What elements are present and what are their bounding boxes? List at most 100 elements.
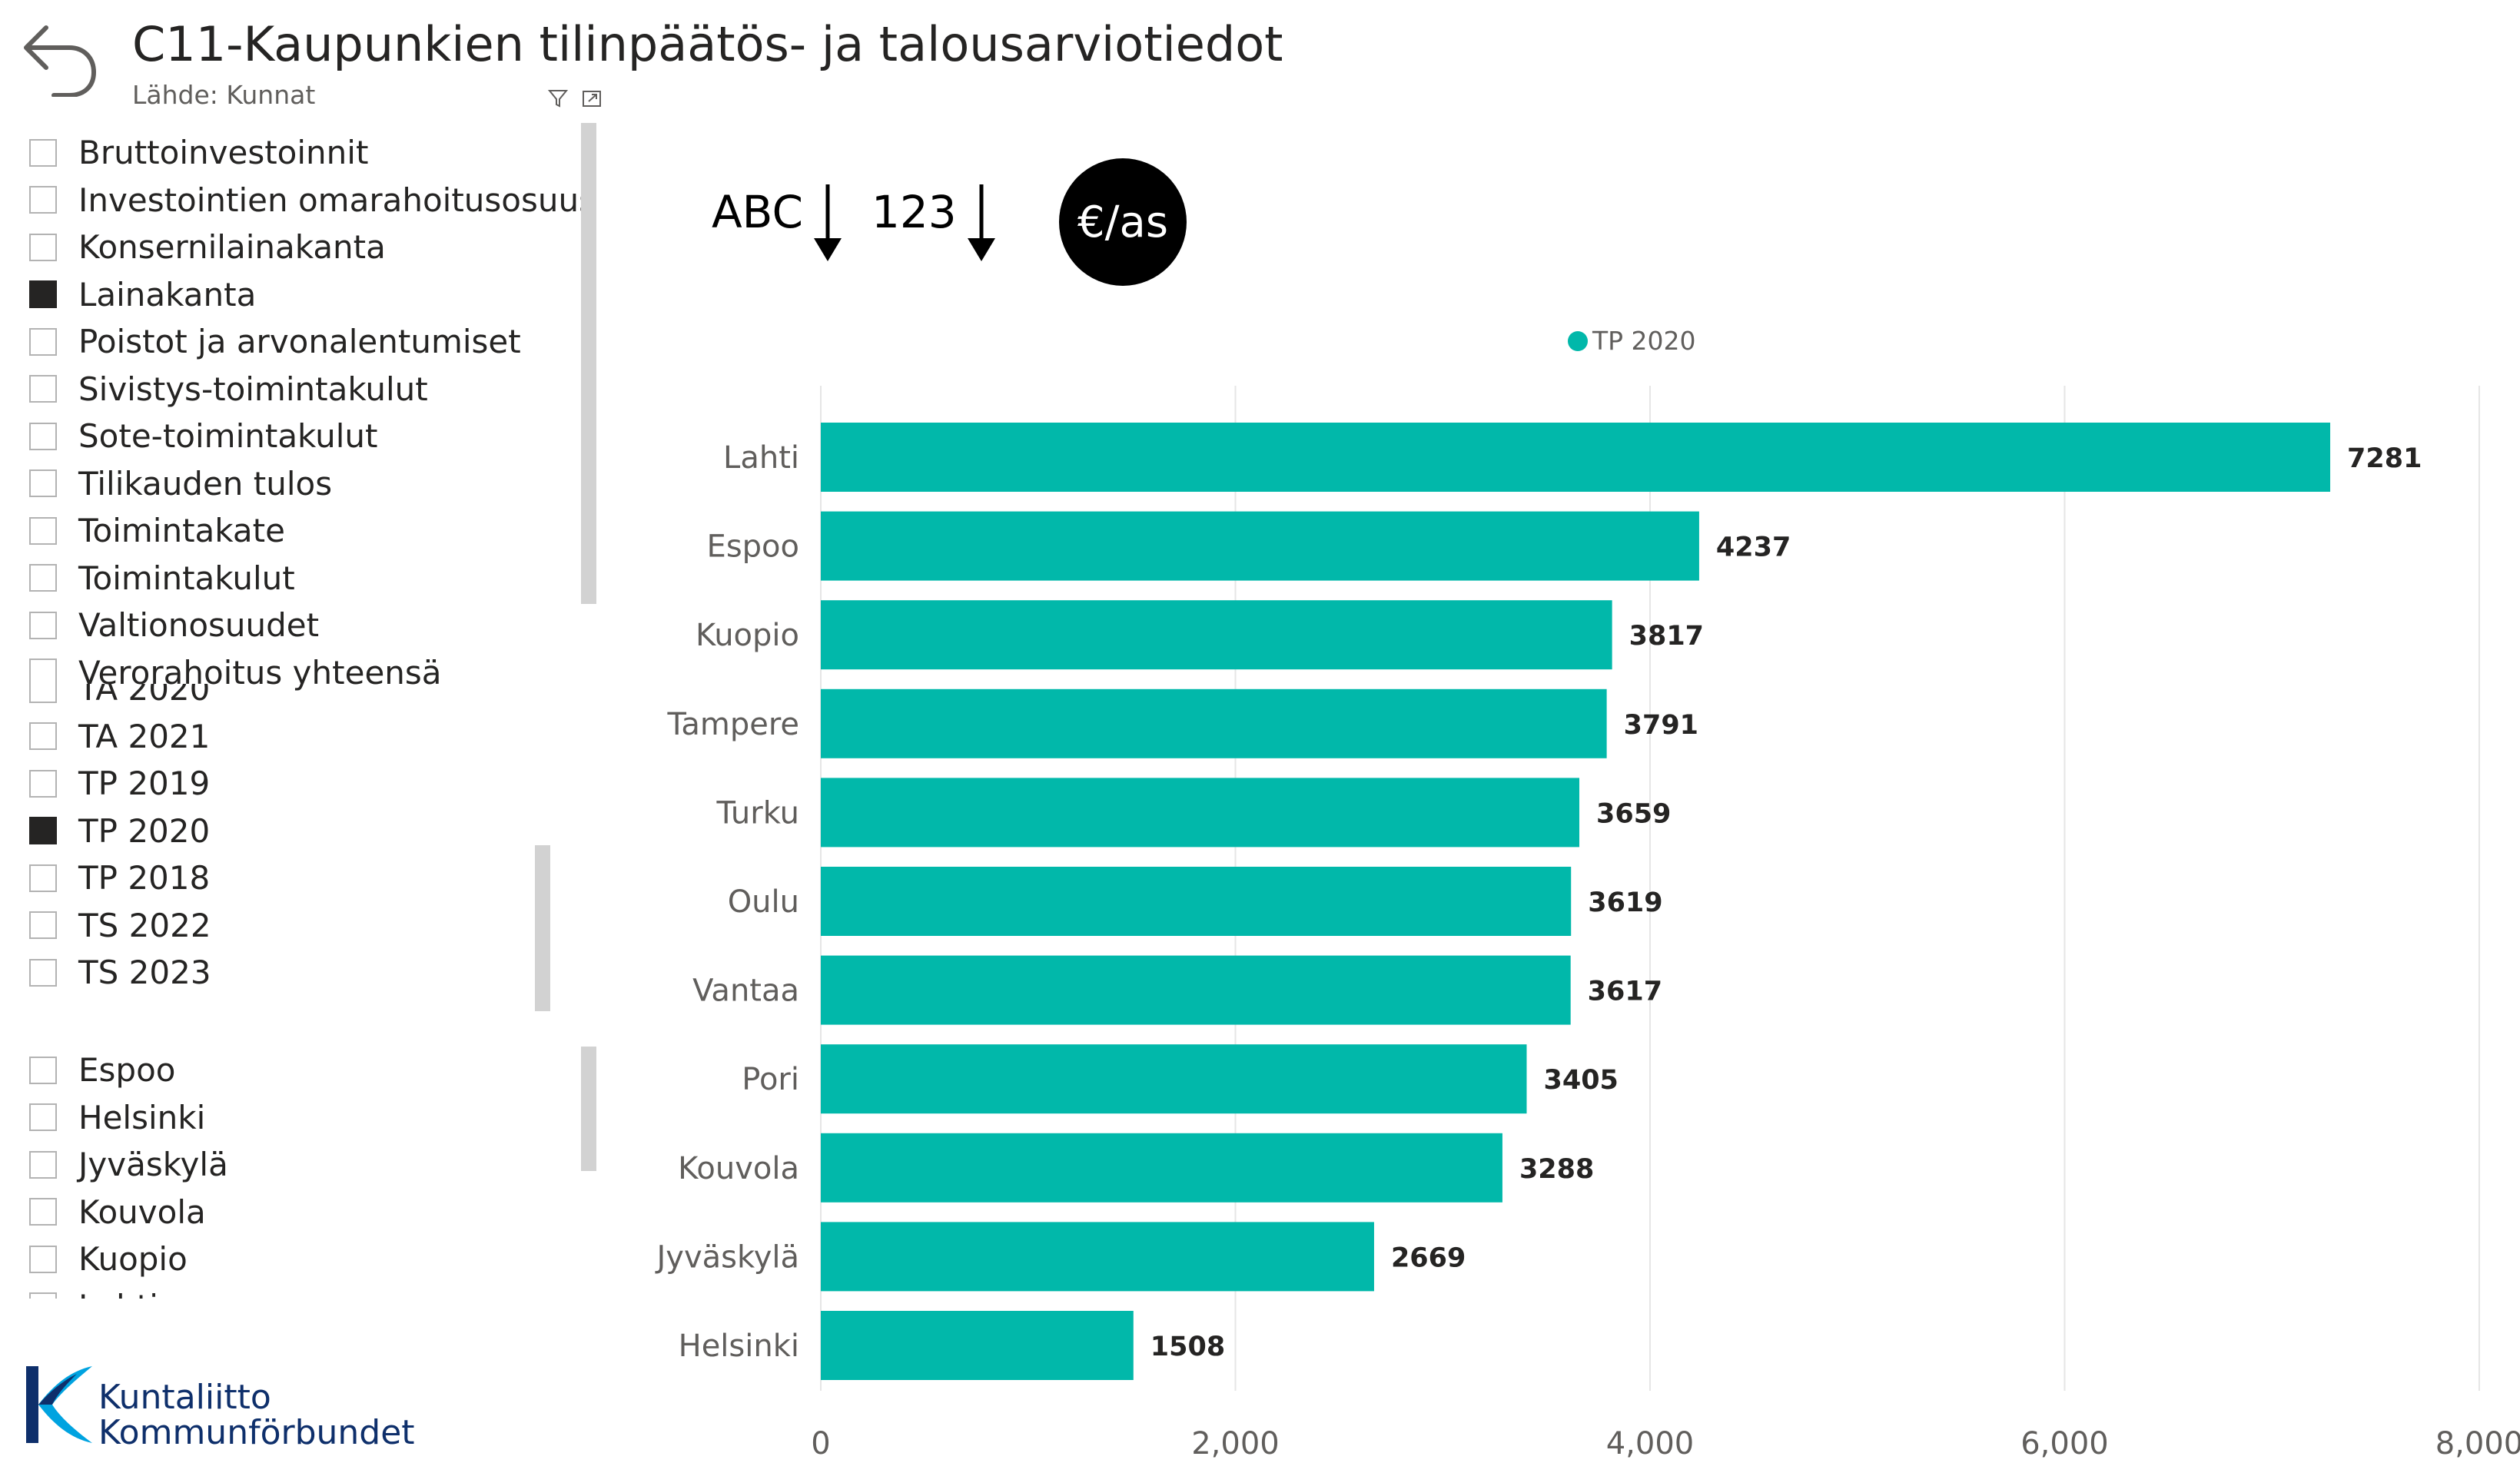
filter-icon[interactable]	[547, 88, 569, 109]
checkbox[interactable]	[29, 659, 57, 687]
measures-item[interactable]: Valtionosuudet	[29, 602, 583, 649]
x-tick-label: 0	[811, 1426, 830, 1461]
years-item[interactable]: TA 2021	[29, 713, 583, 761]
checkbox[interactable]	[29, 864, 57, 892]
cities-item[interactable]: Kuopio	[29, 1236, 583, 1283]
category-label: Vantaa	[692, 974, 799, 1009]
years-item[interactable]: TS 2023	[29, 949, 583, 997]
cities-item-label: Jyväskylä	[78, 1146, 228, 1184]
bar[interactable]	[821, 867, 1572, 936]
measures-item[interactable]: Toimintakate	[29, 507, 583, 555]
cities-item[interactable]: Espoo	[29, 1047, 583, 1094]
logo-text-line2: Kommunförbundet	[98, 1413, 415, 1452]
checkbox[interactable]	[29, 911, 57, 940]
measure-slicer: Bruttoinvestoinnit Investointien omarahoi…	[29, 129, 583, 698]
checkbox[interactable]	[29, 1056, 57, 1084]
bar[interactable]	[821, 688, 1607, 758]
category-label: Kouvola	[678, 1151, 799, 1186]
checkbox[interactable]	[29, 958, 57, 987]
cities-item[interactable]: Kouvola	[29, 1189, 583, 1236]
data-label: 3617	[1588, 977, 1662, 1007]
years-item[interactable]: TP 2020	[29, 808, 583, 855]
years-item[interactable]: TP 2018	[29, 854, 583, 902]
city-slicer-scrollbar[interactable]	[581, 1047, 596, 1171]
x-tick-label: 4,000	[1606, 1426, 1695, 1461]
data-label: 3619	[1588, 887, 1662, 918]
page-title: C11-Kaupunkien tilinpäätös- ja talousarv…	[132, 16, 1283, 72]
category-label: Helsinki	[679, 1329, 799, 1364]
checkbox[interactable]	[29, 1150, 57, 1179]
checkbox[interactable]	[29, 138, 57, 167]
bar[interactable]	[821, 778, 1580, 848]
unit-per-capita-button[interactable]: €/as	[1059, 158, 1187, 286]
bar[interactable]	[821, 955, 1571, 1025]
focus-mode-icon[interactable]	[581, 88, 603, 109]
data-label: 3288	[1519, 1154, 1594, 1185]
checkbox[interactable]	[29, 469, 57, 498]
city-slicer: Espoo Helsinki Jyväskylä Kouvola Kuopio Lahti	[29, 1047, 583, 1299]
year-slicer: TA 2020 TA 2021 TP 2019 TP 2020 TP 2018 TS 20…	[29, 684, 583, 1007]
measures-item[interactable]: Sote-toimintakulut	[29, 413, 583, 460]
measures-item-label: Sote-toimintakulut	[78, 417, 378, 456]
measures-item-label: Konsernilainakanta	[78, 228, 386, 267]
cities-item[interactable]: Jyväskylä	[29, 1141, 583, 1189]
category-label: Oulu	[728, 884, 799, 920]
checkbox[interactable]	[29, 422, 57, 450]
year-slicer-scrollbar[interactable]	[535, 845, 550, 1011]
x-tick-label: 2,000	[1191, 1426, 1280, 1461]
measures-item[interactable]: Lainakanta	[29, 271, 583, 319]
bar[interactable]	[821, 1222, 1374, 1292]
bar[interactable]	[821, 1311, 1134, 1380]
measures-item[interactable]: Bruttoinvestoinnit	[29, 129, 583, 177]
years-item[interactable]: TP 2019	[29, 760, 583, 808]
checkbox[interactable]	[29, 722, 57, 751]
checkbox[interactable]	[29, 1245, 57, 1273]
checkbox[interactable]	[29, 564, 57, 592]
bar[interactable]	[821, 1133, 1502, 1203]
measures-item-label: Tilikauden tulos	[78, 464, 333, 503]
checkbox[interactable]	[29, 611, 57, 639]
years-item-label: TP 2019	[78, 765, 211, 803]
sort-numeric-button[interactable]: 123	[872, 181, 997, 267]
back-arrow-icon[interactable]	[15, 11, 101, 97]
checkbox[interactable]	[29, 516, 57, 545]
checkbox[interactable]	[29, 1103, 57, 1132]
bar[interactable]	[821, 423, 2331, 492]
cities-item[interactable]: Helsinki	[29, 1094, 583, 1142]
checkbox[interactable]	[29, 1198, 57, 1226]
logo-text-line1: Kuntaliitto	[98, 1378, 271, 1417]
measures-item[interactable]: Toimintakulut	[29, 555, 583, 602]
checkbox[interactable]	[29, 769, 57, 798]
years-item-label: TP 2020	[78, 811, 211, 850]
cities-item[interactable]: Lahti	[29, 1283, 583, 1299]
checkbox[interactable]	[29, 233, 57, 261]
measure-slicer-scrollbar[interactable]	[581, 123, 596, 604]
x-tick-label: 6,000	[2020, 1426, 2109, 1461]
checkbox[interactable]	[29, 280, 57, 309]
data-label: 3659	[1596, 798, 1671, 829]
data-label: 4237	[1716, 532, 1791, 563]
measures-item[interactable]: Investointien omarahoitusosuus	[29, 177, 583, 224]
sort-alphabetical-button[interactable]: ABC	[712, 181, 843, 267]
checkbox[interactable]	[29, 684, 57, 703]
measures-item-label: Verorahoitus yhteensä	[78, 653, 442, 692]
bar[interactable]	[821, 1044, 1527, 1114]
years-item-label: TA 2021	[78, 717, 211, 755]
cities-item-label: Lahti	[78, 1288, 158, 1299]
years-item-label: TS 2023	[78, 954, 211, 992]
checkbox[interactable]	[29, 327, 57, 356]
checkbox[interactable]	[29, 817, 57, 845]
bar[interactable]	[821, 511, 1699, 581]
checkbox[interactable]	[29, 1292, 57, 1299]
measures-item[interactable]: Sivistys-toimintakulut	[29, 366, 583, 413]
years-item[interactable]: TS 2022	[29, 902, 583, 950]
checkbox[interactable]	[29, 375, 57, 403]
bar[interactable]	[821, 600, 1612, 670]
checkbox[interactable]	[29, 186, 57, 214]
measures-item[interactable]: Poistot ja arvonalentumiset	[29, 318, 583, 366]
measures-item[interactable]: Tilikauden tulos	[29, 460, 583, 508]
measures-item-label: Bruttoinvestoinnit	[78, 134, 369, 172]
measures-item[interactable]: Konsernilainakanta	[29, 224, 583, 271]
years-item[interactable]: TA 2020	[29, 684, 583, 713]
measures-item[interactable]: Verorahoitus yhteensä	[29, 649, 583, 697]
